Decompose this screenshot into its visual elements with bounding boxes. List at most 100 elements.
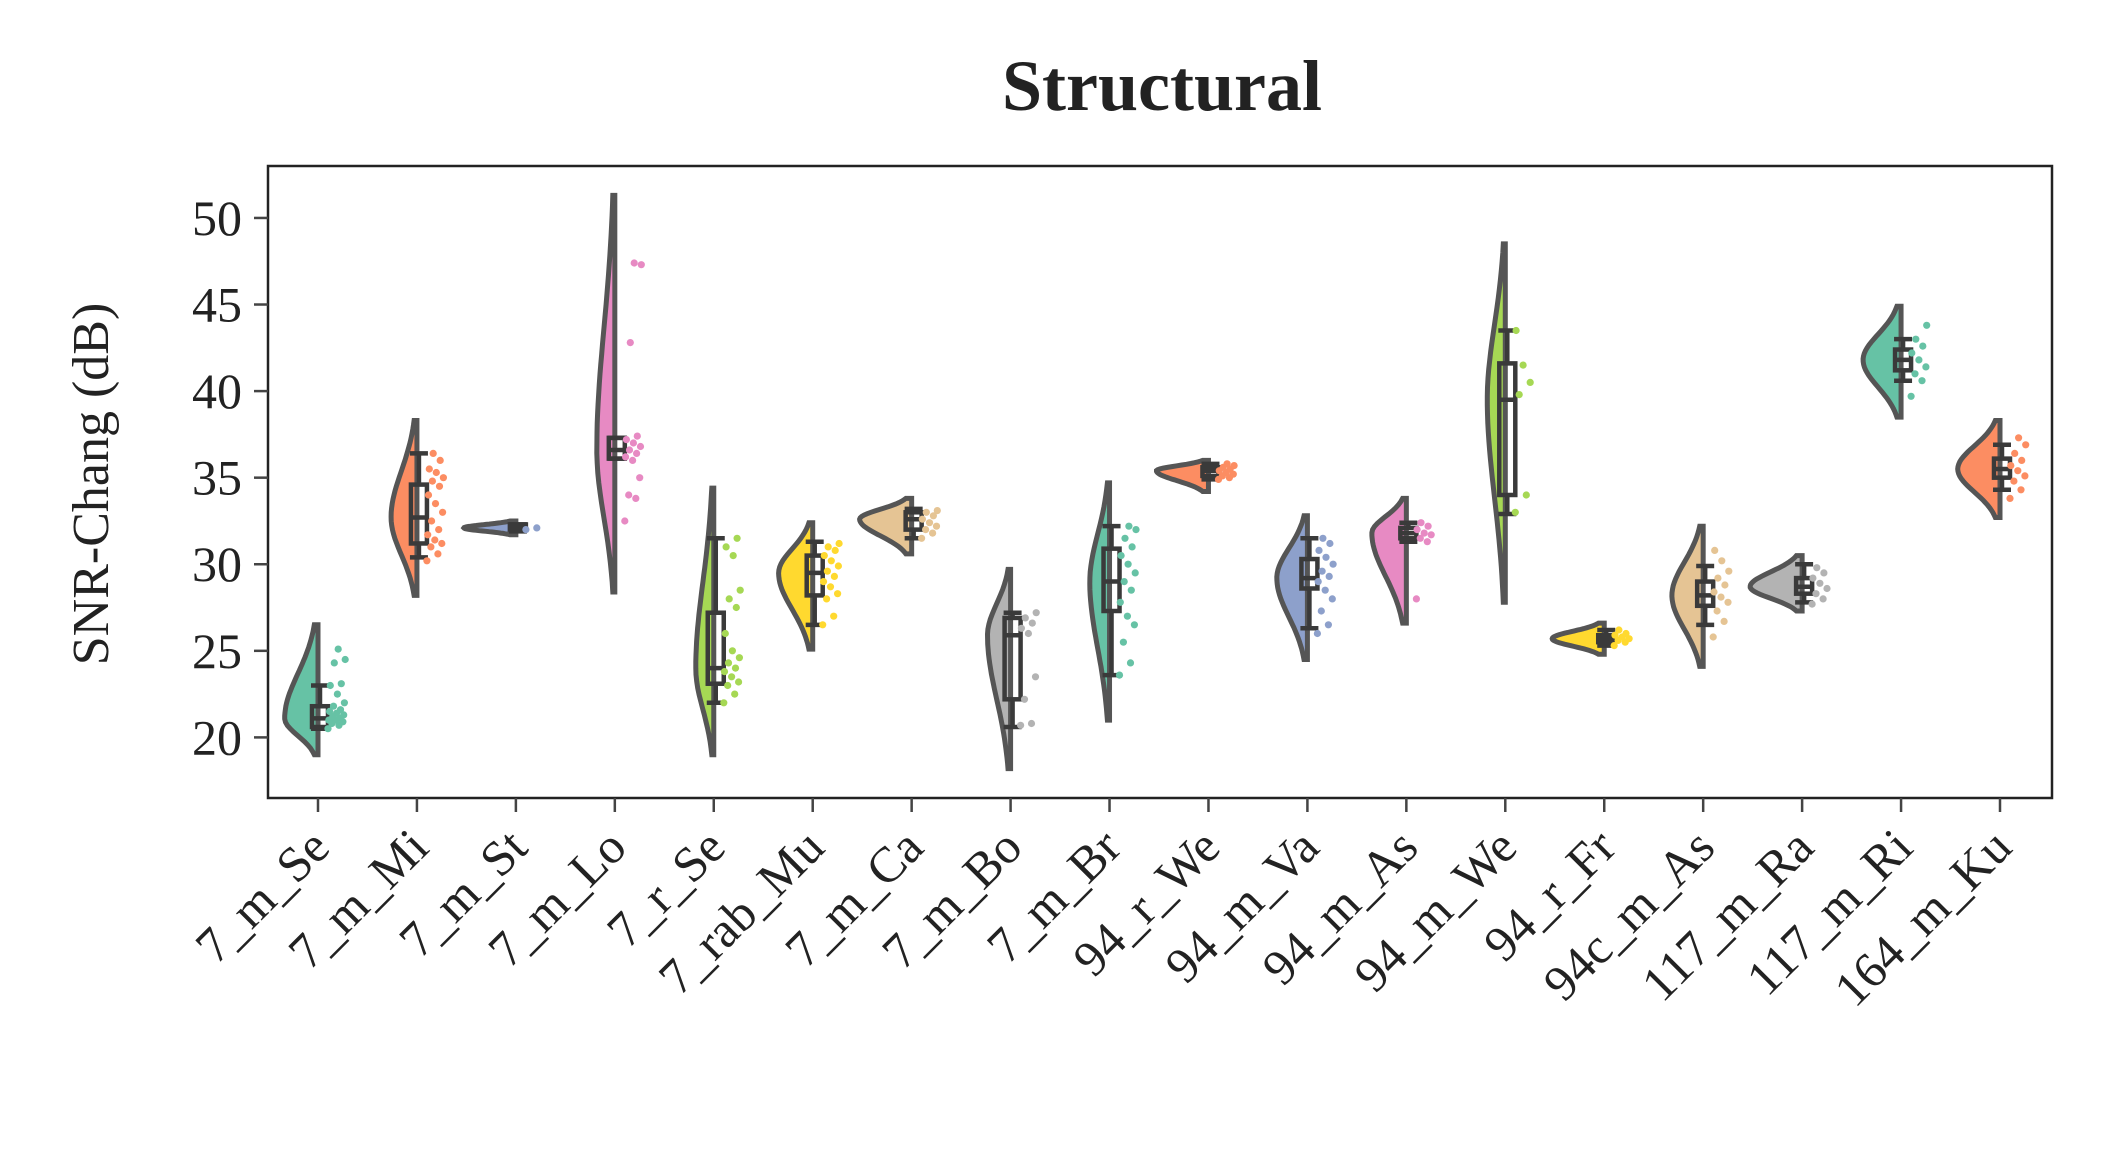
box-iqr (1497, 361, 1518, 498)
data-point (2015, 434, 2023, 442)
data-point (429, 449, 437, 457)
data-point (731, 690, 739, 698)
y-tick-label: 50 (192, 190, 242, 246)
data-point (1713, 607, 1721, 615)
data-point (428, 517, 436, 525)
data-point (1714, 574, 1722, 582)
data-point (1021, 614, 1029, 622)
data-point (625, 491, 633, 499)
data-point (1427, 531, 1435, 539)
violin-half (388, 418, 420, 598)
data-point (835, 539, 843, 548)
data-point (329, 702, 338, 710)
data-point (326, 707, 334, 716)
data-point (326, 681, 334, 690)
data-point (1918, 377, 1926, 385)
data-point (629, 439, 638, 447)
data-point (819, 578, 828, 586)
data-point (1127, 586, 1135, 594)
box-iqr (408, 482, 430, 546)
violin-half (1747, 553, 1805, 614)
data-point (1912, 335, 1920, 343)
data-point (1119, 638, 1127, 646)
data-point (1024, 629, 1032, 638)
data-point (1315, 546, 1323, 555)
data-point (722, 543, 730, 551)
violin-half (594, 192, 618, 595)
data-point (1416, 534, 1424, 542)
data-point (1709, 633, 1717, 641)
data-point (425, 465, 433, 473)
data-point (533, 524, 541, 532)
data-point (1420, 529, 1428, 537)
data-point (1017, 721, 1025, 729)
data-point (423, 557, 431, 565)
data-point (922, 508, 930, 516)
data-point (1922, 363, 1930, 371)
data-point (1117, 552, 1125, 560)
violin-half (1154, 457, 1211, 494)
data-point (1908, 349, 1916, 357)
data-point (2014, 467, 2022, 475)
data-point (633, 432, 641, 440)
data-point (1512, 326, 1520, 335)
data-point (1229, 470, 1237, 478)
data-point (823, 567, 832, 575)
data-point (729, 552, 737, 560)
data-point (622, 453, 630, 461)
data-point (431, 536, 439, 544)
data-point (1720, 617, 1728, 626)
data-point (1324, 621, 1332, 629)
data-point (820, 552, 828, 560)
data-point (721, 629, 729, 638)
y-tick-label: 40 (192, 363, 242, 419)
box-iqr (1002, 615, 1023, 702)
data-point (830, 612, 838, 620)
data-point (1223, 460, 1231, 468)
data-point (735, 654, 744, 662)
data-point (1717, 593, 1725, 601)
data-point (625, 446, 634, 454)
data-point (432, 468, 440, 477)
data-point (1808, 600, 1816, 608)
box-iqr (1299, 556, 1320, 591)
y-tick-label: 25 (192, 623, 242, 679)
data-point (831, 546, 839, 555)
violin-half (1669, 523, 1706, 669)
box-iqr (705, 610, 727, 686)
data-point (1424, 522, 1432, 530)
data-point (636, 442, 645, 451)
data-point (1317, 607, 1325, 615)
data-point (735, 678, 743, 686)
data-point (1819, 595, 1827, 603)
data-point (1115, 671, 1124, 679)
data-point (724, 659, 733, 667)
data-point (2017, 486, 2025, 494)
box-iqr (804, 553, 825, 598)
data-point (1123, 612, 1131, 620)
y-tick-label: 30 (192, 536, 242, 592)
data-point (636, 474, 644, 482)
data-point (2011, 449, 2019, 457)
violin-half (857, 495, 915, 557)
data-point (1130, 621, 1138, 629)
data-point (336, 706, 345, 714)
data-point (341, 655, 349, 664)
data-point (929, 529, 937, 537)
data-point (522, 526, 530, 534)
data-point (1412, 595, 1420, 603)
data-point (929, 512, 938, 520)
data-point (1132, 526, 1140, 534)
data-point (1622, 629, 1630, 638)
data-point (731, 664, 740, 672)
data-point (720, 668, 729, 676)
data-point (2021, 472, 2029, 480)
data-point (428, 477, 436, 485)
data-point (431, 500, 440, 508)
data-point (1230, 462, 1238, 470)
data-point (1725, 567, 1733, 575)
data-point (1610, 642, 1618, 650)
data-point (1322, 553, 1330, 561)
data-point (824, 543, 832, 551)
data-point (1515, 391, 1523, 399)
